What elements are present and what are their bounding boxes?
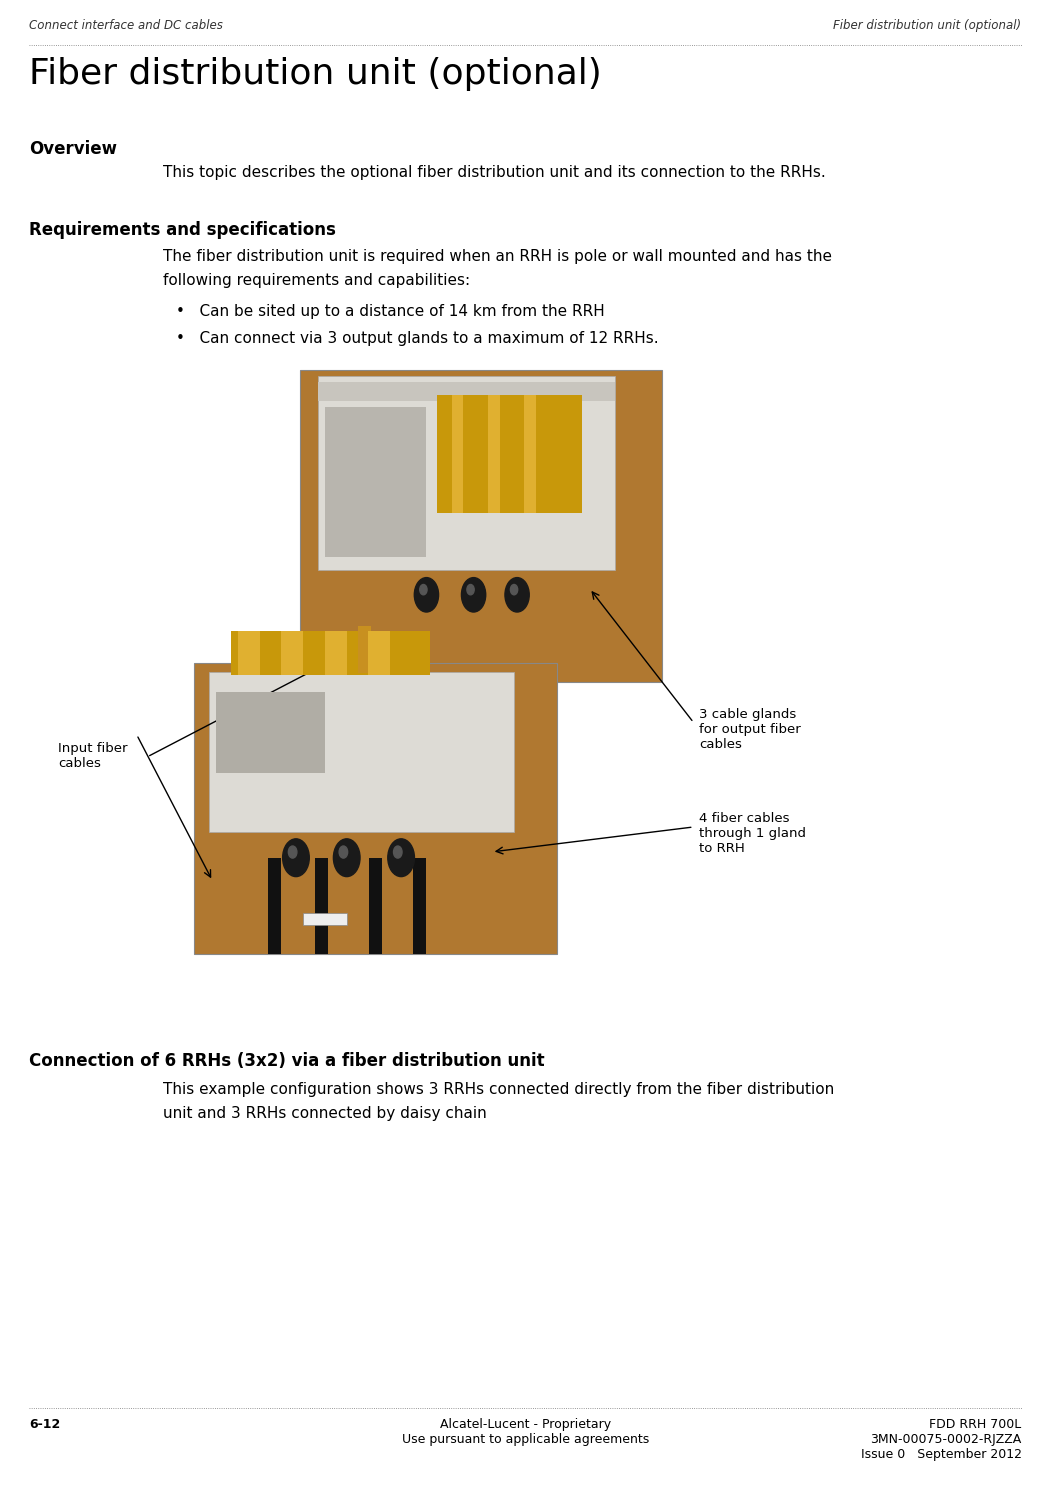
- Text: Fiber distribution unit (optional): Fiber distribution unit (optional): [29, 57, 602, 91]
- Bar: [437, 395, 582, 514]
- Circle shape: [511, 584, 518, 595]
- Text: 4 fiber cables
through 1 gland
to RRH: 4 fiber cables through 1 gland to RRH: [699, 812, 806, 855]
- Text: FDD RRH 700L
3MN-00075-0002-RJZZA
Issue 0   September 2012: FDD RRH 700L 3MN-00075-0002-RJZZA Issue …: [861, 1418, 1022, 1462]
- Bar: [325, 407, 427, 557]
- Text: This topic describes the optional fiber distribution unit and its connection to : This topic describes the optional fiber …: [163, 165, 826, 180]
- Circle shape: [333, 839, 360, 876]
- Bar: [268, 858, 281, 954]
- Text: 3 cable glands
for output fiber
cables: 3 cable glands for output fiber cables: [699, 708, 801, 751]
- Circle shape: [414, 578, 438, 612]
- Circle shape: [419, 584, 427, 595]
- Bar: [209, 672, 514, 831]
- Circle shape: [339, 846, 348, 858]
- Bar: [282, 632, 303, 675]
- Bar: [452, 395, 463, 514]
- Text: Alcatel-Lucent - Proprietary
Use pursuant to applicable agreements: Alcatel-Lucent - Proprietary Use pursuan…: [401, 1418, 650, 1447]
- Bar: [317, 381, 615, 401]
- Text: This example configuration shows 3 RRHs connected directly from the fiber distri: This example configuration shows 3 RRHs …: [163, 1082, 834, 1097]
- Bar: [370, 858, 383, 954]
- Text: Overview: Overview: [29, 140, 118, 158]
- Bar: [303, 913, 347, 924]
- Text: The fiber distribution unit is required when an RRH is pole or wall mounted and : The fiber distribution unit is required …: [163, 249, 832, 264]
- Bar: [524, 395, 536, 514]
- Bar: [369, 632, 390, 675]
- Text: following requirements and capabilities:: following requirements and capabilities:: [163, 273, 470, 288]
- Bar: [194, 663, 557, 954]
- Circle shape: [288, 846, 296, 858]
- Text: unit and 3 RRHs connected by daisy chain: unit and 3 RRHs connected by daisy chain: [163, 1106, 487, 1120]
- Circle shape: [504, 578, 530, 612]
- Text: Connect interface and DC cables: Connect interface and DC cables: [29, 19, 223, 33]
- Text: Connection of 6 RRHs (3x2) via a fiber distribution unit: Connection of 6 RRHs (3x2) via a fiber d…: [29, 1052, 545, 1070]
- Bar: [300, 370, 662, 682]
- Text: 6-12: 6-12: [29, 1418, 61, 1432]
- Text: Fiber distribution unit (optional): Fiber distribution unit (optional): [833, 19, 1022, 33]
- Text: Input fiber
cables: Input fiber cables: [58, 742, 127, 770]
- Bar: [413, 858, 426, 954]
- Text: •   Can be sited up to a distance of 14 km from the RRH: • Can be sited up to a distance of 14 km…: [176, 304, 604, 319]
- Bar: [238, 632, 260, 675]
- Circle shape: [283, 839, 309, 876]
- Bar: [488, 395, 499, 514]
- Circle shape: [388, 839, 414, 876]
- Text: Requirements and specifications: Requirements and specifications: [29, 221, 336, 238]
- Bar: [317, 375, 615, 569]
- Text: •   Can connect via 3 output glands to a maximum of 12 RRHs.: • Can connect via 3 output glands to a m…: [176, 331, 658, 346]
- Bar: [217, 693, 325, 773]
- Circle shape: [461, 578, 486, 612]
- Circle shape: [393, 846, 403, 858]
- Bar: [358, 626, 371, 673]
- Bar: [325, 632, 347, 675]
- Circle shape: [467, 584, 474, 595]
- Bar: [231, 632, 430, 675]
- Bar: [315, 858, 328, 954]
